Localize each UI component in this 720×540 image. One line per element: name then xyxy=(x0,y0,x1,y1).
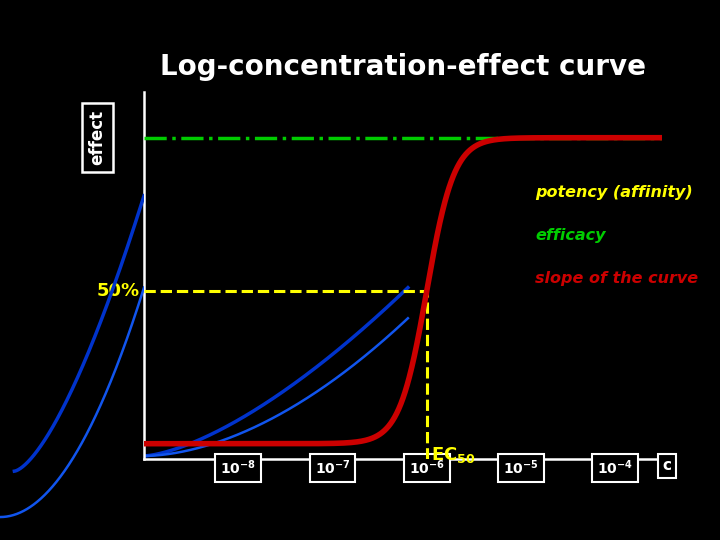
Text: $\mathbf{EC_{50}}$: $\mathbf{EC_{50}}$ xyxy=(431,445,476,465)
Title: Log-concentration-effect curve: Log-concentration-effect curve xyxy=(160,53,647,81)
Text: potency (affinity): potency (affinity) xyxy=(535,185,693,200)
Text: $\mathbf{10^{-4}}$: $\mathbf{10^{-4}}$ xyxy=(598,458,633,477)
Text: $\mathbf{10^{-6}}$: $\mathbf{10^{-6}}$ xyxy=(409,458,445,477)
Text: $\mathbf{10^{-5}}$: $\mathbf{10^{-5}}$ xyxy=(503,458,539,477)
Text: $\mathbf{10^{-7}}$: $\mathbf{10^{-7}}$ xyxy=(315,458,351,477)
Text: slope of the curve: slope of the curve xyxy=(535,271,698,286)
Text: effect: effect xyxy=(89,110,107,165)
Text: c: c xyxy=(662,458,671,474)
Text: efficacy: efficacy xyxy=(535,228,606,243)
Text: 50%: 50% xyxy=(96,282,139,300)
Text: $\mathbf{10^{-8}}$: $\mathbf{10^{-8}}$ xyxy=(220,458,256,477)
